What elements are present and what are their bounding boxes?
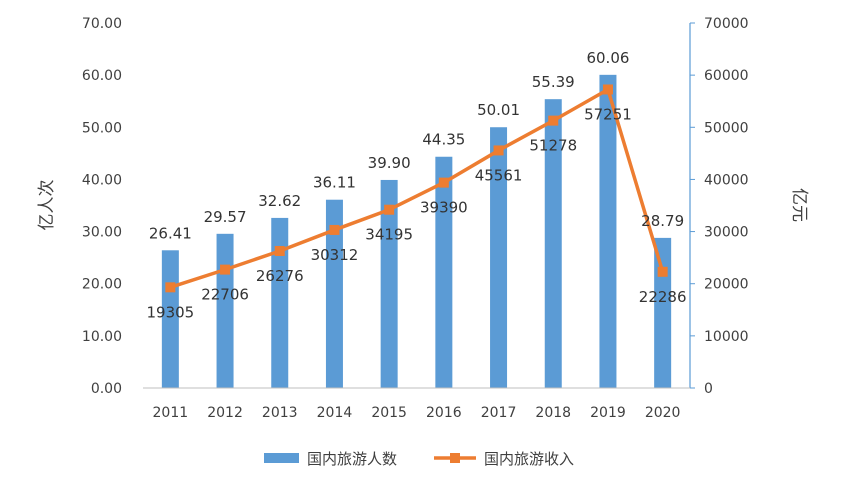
line-path xyxy=(169,87,665,290)
legend-bar-swatch xyxy=(264,453,299,463)
y-axis-right-title: 亿元 xyxy=(789,188,809,222)
left-axis-ticks: 0.00 10.00 20.00 30.00 40.00 50.00 60.00 70.00 xyxy=(82,16,122,397)
x-tick-label: 2015 xyxy=(371,405,407,421)
line-point-marker xyxy=(220,264,231,275)
line-point-marker xyxy=(165,282,176,293)
line-data-label: 22286 xyxy=(639,288,687,306)
bar xyxy=(490,127,508,388)
legend-line-label: 国内旅游收入 xyxy=(484,450,574,468)
line-data-label: 34195 xyxy=(365,226,413,244)
x-tick-label: 2020 xyxy=(645,405,681,421)
bar xyxy=(271,217,289,388)
line-point-marker xyxy=(548,115,559,126)
x-tick-label: 2014 xyxy=(317,405,353,421)
bar-data-labels: 26.41 29.57 32.62 36.11 39.90 44.35 50.01 55.39… xyxy=(149,49,684,242)
y-left-tick-label: 10.00 xyxy=(82,329,122,345)
x-tick-label: 2019 xyxy=(590,405,626,421)
x-axis-ticks: 2011 2012 2013 2014 2015 2016 2017 2018 2019 2020 xyxy=(153,405,681,421)
legend: 国内旅游人数 国内旅游收入 xyxy=(264,450,574,468)
x-tick-label: 2018 xyxy=(535,405,571,421)
y-left-tick-label: 60.00 xyxy=(82,68,122,84)
legend-line-marker xyxy=(450,453,460,463)
line-data-label: 19305 xyxy=(146,303,194,321)
y-left-tick-label: 0.00 xyxy=(91,381,122,397)
y-right-tick-label: 40000 xyxy=(704,172,749,188)
x-tick-label: 2012 xyxy=(207,405,243,421)
y-right-tick-label: 50000 xyxy=(704,120,749,136)
line-point-marker xyxy=(438,177,449,188)
x-tick-label: 2011 xyxy=(153,405,189,421)
line-point-marker xyxy=(493,145,504,156)
x-tick-label: 2017 xyxy=(481,405,517,421)
line-data-label: 26276 xyxy=(256,267,304,285)
right-axis-ticks: 0 10000 20000 30000 40000 50000 60000 70000 xyxy=(690,16,749,397)
bar-data-label: 28.79 xyxy=(641,212,684,230)
y-right-tick-label: 20000 xyxy=(704,277,749,293)
line-point-marker xyxy=(329,224,340,235)
y-right-tick-label: 60000 xyxy=(704,68,749,84)
y-left-tick-label: 70.00 xyxy=(82,16,122,32)
line-data-label: 39390 xyxy=(420,199,468,217)
bar-data-label: 32.62 xyxy=(258,192,301,210)
line-data-label: 30312 xyxy=(311,246,359,264)
bar-data-label: 36.11 xyxy=(313,174,356,192)
bar-data-label: 50.01 xyxy=(477,101,520,119)
line-data-label: 51278 xyxy=(529,137,577,155)
y-left-tick-label: 20.00 xyxy=(82,277,122,293)
bar-data-label: 26.41 xyxy=(149,224,192,242)
line-data-label: 22706 xyxy=(201,286,249,304)
line-data-labels: 19305 22706 26276 30312 34195 39390 45561 51278… xyxy=(146,105,686,321)
bar-data-label: 39.90 xyxy=(368,154,411,172)
bar xyxy=(435,156,453,388)
legend-bar-label: 国内旅游人数 xyxy=(307,450,397,468)
y-right-tick-label: 30000 xyxy=(704,225,749,241)
x-tick-label: 2016 xyxy=(426,405,462,421)
bar-data-label: 60.06 xyxy=(586,49,629,67)
bar xyxy=(325,199,343,388)
x-tick-label: 2013 xyxy=(262,405,298,421)
line-data-label: 45561 xyxy=(475,166,523,184)
bar-data-label: 29.57 xyxy=(204,208,247,226)
line-point-marker xyxy=(602,84,613,95)
line-point-marker xyxy=(384,204,395,215)
bar xyxy=(380,179,398,388)
bar xyxy=(654,237,672,388)
y-right-tick-label: 0 xyxy=(704,381,713,397)
line-point-marker xyxy=(657,266,668,277)
line-point-marker xyxy=(274,245,285,256)
line-data-label: 57251 xyxy=(584,105,632,123)
bar xyxy=(216,233,234,388)
y-left-tick-label: 50.00 xyxy=(82,120,122,136)
bar-data-label: 44.35 xyxy=(422,131,465,149)
y-right-tick-label: 10000 xyxy=(704,329,749,345)
y-left-tick-label: 40.00 xyxy=(82,172,122,188)
y-axis-left-title: 亿人次 xyxy=(37,180,57,231)
bar-data-label: 55.39 xyxy=(532,73,575,91)
y-left-tick-label: 30.00 xyxy=(82,225,122,241)
bar xyxy=(544,99,562,388)
line-series xyxy=(165,84,668,293)
bar xyxy=(599,74,617,388)
y-right-tick-label: 70000 xyxy=(704,16,749,32)
